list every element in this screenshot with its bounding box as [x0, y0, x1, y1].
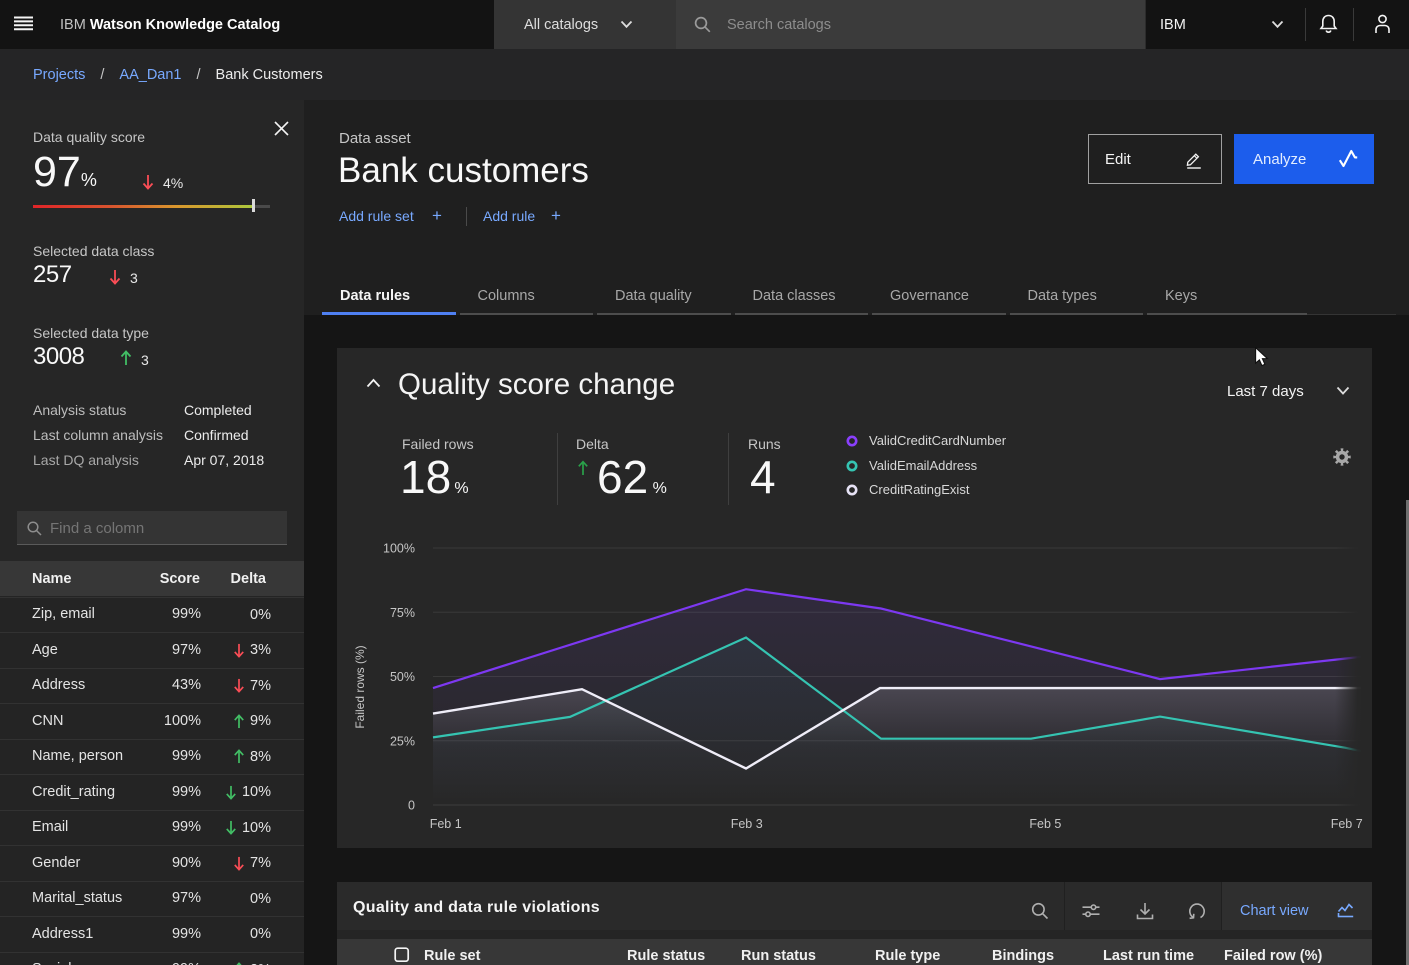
svg-text:Feb 3: Feb 3: [731, 817, 763, 831]
svg-text:Feb 7: Feb 7: [1331, 817, 1363, 831]
svg-text:75%: 75%: [390, 606, 415, 620]
svg-text:100%: 100%: [383, 542, 415, 556]
svg-text:Feb 5: Feb 5: [1029, 817, 1061, 831]
svg-text:Failed rows (%): Failed rows (%): [353, 645, 367, 728]
svg-text:25%: 25%: [390, 734, 415, 748]
svg-text:50%: 50%: [390, 670, 415, 684]
svg-text:Feb 1: Feb 1: [430, 817, 462, 831]
svg-text:0: 0: [408, 799, 415, 813]
